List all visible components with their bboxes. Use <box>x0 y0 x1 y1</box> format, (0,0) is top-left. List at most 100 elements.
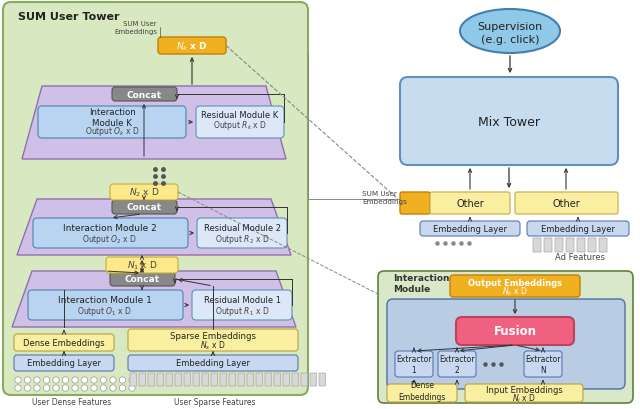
FancyBboxPatch shape <box>577 238 585 252</box>
Circle shape <box>110 377 116 383</box>
FancyBboxPatch shape <box>566 238 574 252</box>
Text: Dense
Embeddings: Dense Embeddings <box>398 380 445 400</box>
Polygon shape <box>12 271 296 327</box>
Text: Sparse Embeddings: Sparse Embeddings <box>170 332 256 341</box>
Circle shape <box>119 385 125 391</box>
FancyBboxPatch shape <box>157 373 163 386</box>
FancyBboxPatch shape <box>158 38 226 55</box>
FancyBboxPatch shape <box>14 334 114 351</box>
Circle shape <box>15 377 21 383</box>
FancyBboxPatch shape <box>524 351 562 377</box>
Text: Residual Module 1: Residual Module 1 <box>204 296 280 305</box>
Text: $N_2$ x D: $N_2$ x D <box>129 186 159 199</box>
FancyBboxPatch shape <box>544 238 552 252</box>
FancyBboxPatch shape <box>265 373 271 386</box>
Text: Output $O_1$ x D: Output $O_1$ x D <box>77 305 132 318</box>
FancyBboxPatch shape <box>193 373 200 386</box>
FancyBboxPatch shape <box>588 238 596 252</box>
Text: Dense Embeddings: Dense Embeddings <box>23 338 105 347</box>
FancyBboxPatch shape <box>292 373 298 386</box>
Circle shape <box>129 377 135 383</box>
Text: Output $R_2$ x D: Output $R_2$ x D <box>214 233 269 246</box>
Text: Interaction Module 1: Interaction Module 1 <box>58 296 152 305</box>
Text: $N_s$ x D: $N_s$ x D <box>200 339 226 351</box>
FancyBboxPatch shape <box>527 221 629 236</box>
Circle shape <box>100 385 107 391</box>
FancyBboxPatch shape <box>283 373 289 386</box>
Text: Output $R_k$ x D: Output $R_k$ x D <box>213 119 267 132</box>
FancyBboxPatch shape <box>148 373 154 386</box>
Circle shape <box>91 377 97 383</box>
FancyBboxPatch shape <box>33 218 188 248</box>
Text: $N_k$ x D: $N_k$ x D <box>502 285 528 297</box>
Text: Interaction
Module K: Interaction Module K <box>88 108 136 128</box>
Polygon shape <box>22 87 286 160</box>
FancyBboxPatch shape <box>197 218 287 248</box>
Text: Mix Tower: Mix Tower <box>478 115 540 128</box>
Text: (e.g. click): (e.g. click) <box>481 35 540 45</box>
FancyBboxPatch shape <box>139 373 145 386</box>
Text: Output Embeddings: Output Embeddings <box>468 278 562 287</box>
FancyBboxPatch shape <box>3 3 308 395</box>
Text: Supervision: Supervision <box>477 22 543 32</box>
Text: Residual Module K: Residual Module K <box>202 110 278 119</box>
FancyBboxPatch shape <box>106 257 178 273</box>
Circle shape <box>52 377 60 383</box>
FancyBboxPatch shape <box>112 88 177 102</box>
FancyBboxPatch shape <box>14 355 114 371</box>
Text: Concat: Concat <box>127 203 161 212</box>
FancyBboxPatch shape <box>166 373 173 386</box>
Text: User Sparse Features: User Sparse Features <box>174 398 256 407</box>
FancyBboxPatch shape <box>387 384 457 402</box>
Text: Interaction Module 2: Interaction Module 2 <box>63 224 157 233</box>
Text: SUM User
Embeddings: SUM User Embeddings <box>114 21 157 35</box>
Text: $N_1$ x D: $N_1$ x D <box>127 259 157 272</box>
Circle shape <box>44 377 50 383</box>
FancyBboxPatch shape <box>599 238 607 252</box>
Circle shape <box>81 377 88 383</box>
Text: Other: Other <box>456 198 484 209</box>
FancyBboxPatch shape <box>238 373 244 386</box>
FancyBboxPatch shape <box>229 373 236 386</box>
Text: User Dense Features: User Dense Features <box>33 398 111 407</box>
Text: Embedding Layer: Embedding Layer <box>541 225 615 234</box>
FancyBboxPatch shape <box>128 355 298 371</box>
FancyBboxPatch shape <box>301 373 307 386</box>
FancyBboxPatch shape <box>310 373 317 386</box>
FancyBboxPatch shape <box>430 193 510 214</box>
FancyBboxPatch shape <box>450 275 580 297</box>
Text: Input Embeddings: Input Embeddings <box>486 386 563 395</box>
FancyBboxPatch shape <box>110 184 178 200</box>
Circle shape <box>34 377 40 383</box>
Circle shape <box>34 385 40 391</box>
Circle shape <box>62 377 68 383</box>
Text: Extractor
2: Extractor 2 <box>439 354 475 374</box>
FancyBboxPatch shape <box>378 271 633 403</box>
Text: Extractor
1: Extractor 1 <box>396 354 432 374</box>
Text: $N_i$ x D: $N_i$ x D <box>512 392 536 404</box>
Text: Extractor
N: Extractor N <box>525 354 561 374</box>
Ellipse shape <box>460 10 560 54</box>
Circle shape <box>110 385 116 391</box>
Circle shape <box>81 385 88 391</box>
Circle shape <box>52 385 60 391</box>
FancyBboxPatch shape <box>319 373 326 386</box>
Text: Output $O_2$ x D: Output $O_2$ x D <box>83 233 138 246</box>
Polygon shape <box>17 200 291 255</box>
Text: Output $R_1$ x D: Output $R_1$ x D <box>214 305 269 318</box>
Text: Concat: Concat <box>124 275 159 284</box>
FancyBboxPatch shape <box>395 351 433 377</box>
FancyBboxPatch shape <box>274 373 280 386</box>
Text: Concat: Concat <box>127 90 161 99</box>
FancyBboxPatch shape <box>202 373 209 386</box>
FancyBboxPatch shape <box>438 351 476 377</box>
FancyBboxPatch shape <box>465 384 583 402</box>
Circle shape <box>72 385 78 391</box>
Circle shape <box>119 377 125 383</box>
FancyBboxPatch shape <box>247 373 253 386</box>
Text: Embedding Layer: Embedding Layer <box>27 359 101 368</box>
FancyBboxPatch shape <box>555 238 563 252</box>
Text: Embedding Layer: Embedding Layer <box>433 225 507 234</box>
FancyBboxPatch shape <box>387 299 625 389</box>
Circle shape <box>129 385 135 391</box>
